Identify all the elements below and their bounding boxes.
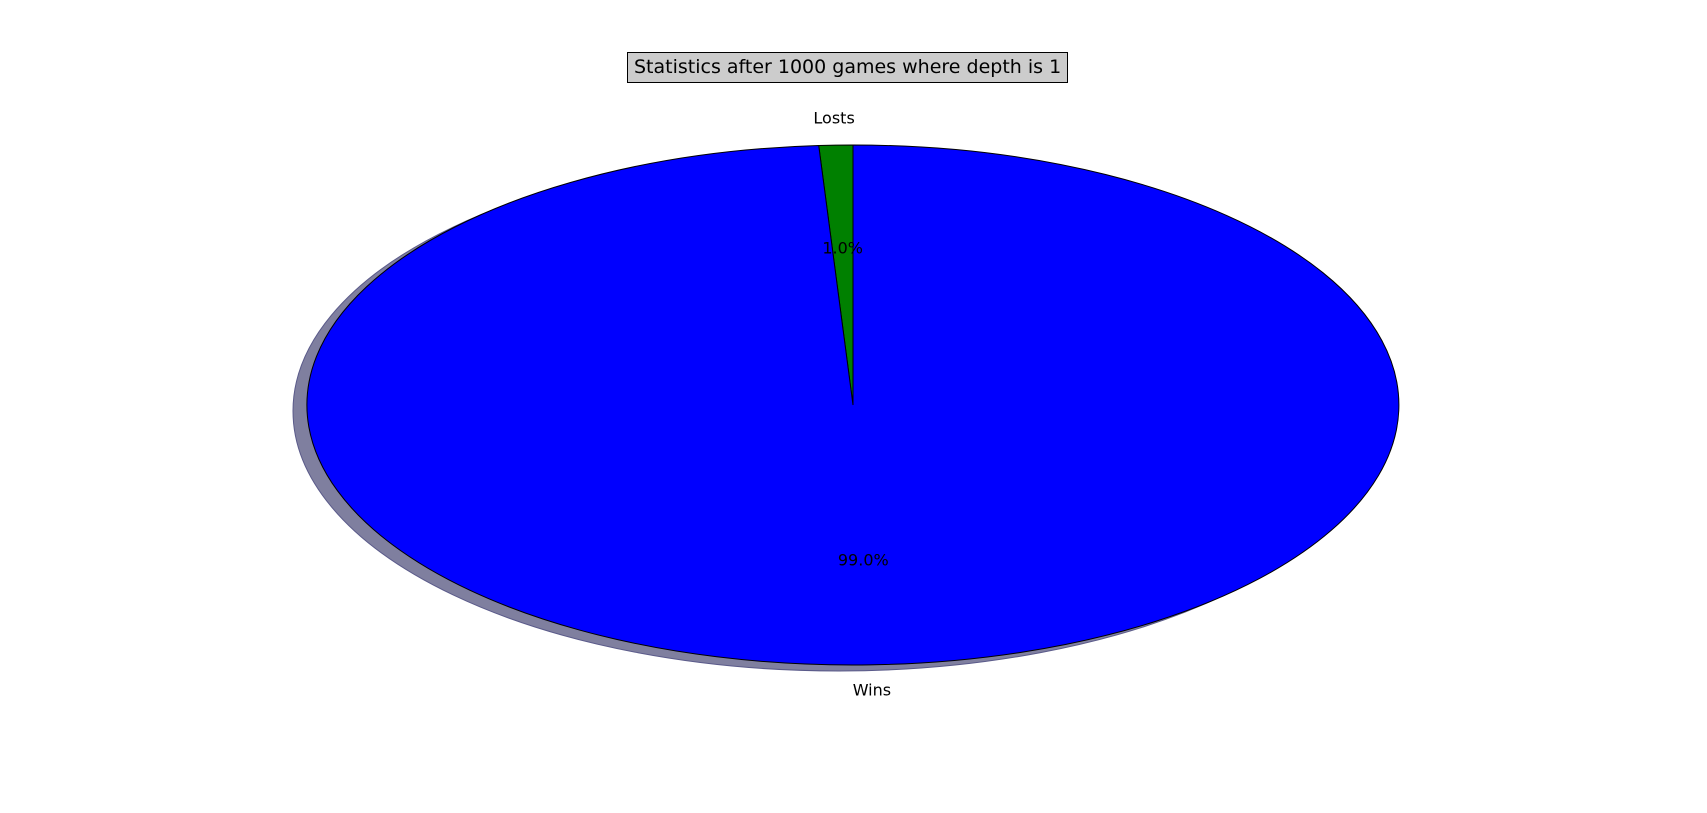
chart-title: Statistics after 1000 games where depth … [627,52,1069,83]
pie-slice-wins [306,144,1400,666]
percent-label-losts: 1.0% [822,239,863,258]
slice-label-wins: Wins [853,680,891,699]
percent-label-wins: 99.0% [838,550,889,569]
pie-percent-labels: 1.0% 99.0% [822,239,888,570]
pie-slice-labels: Losts Wins [813,109,891,700]
slice-label-losts: Losts [813,109,854,128]
pie-slices [306,144,1400,666]
